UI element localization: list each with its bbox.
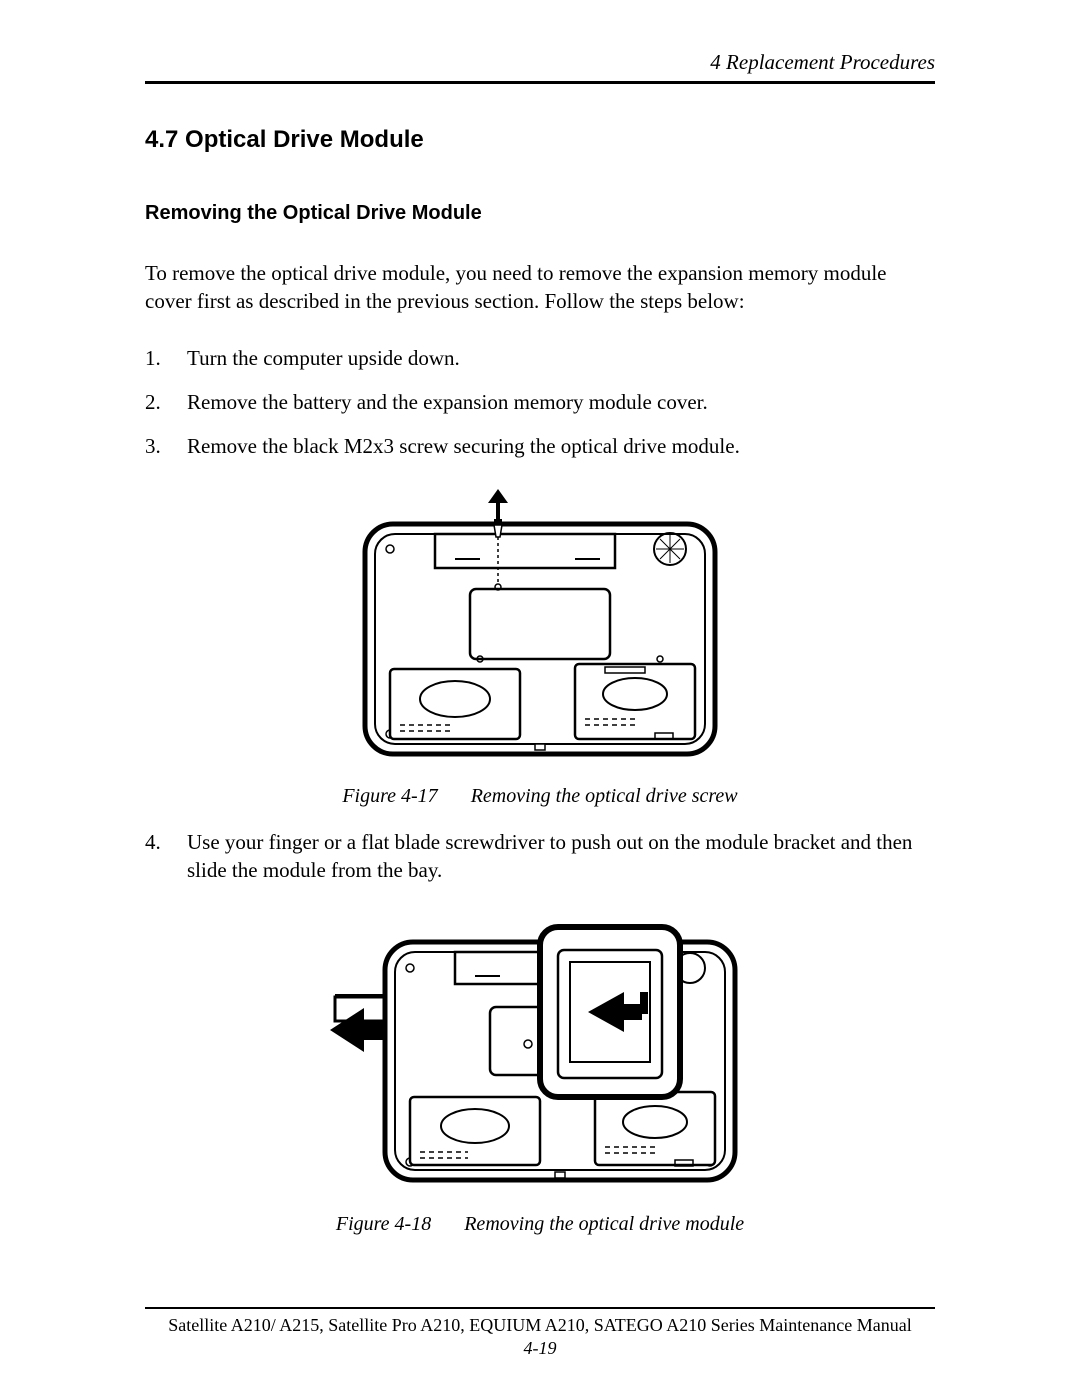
page-number: 4-19	[145, 1338, 935, 1359]
steps-list-a: Turn the computer upside down. Remove th…	[145, 344, 935, 461]
figure-4-18: Figure 4-18 Removing the optical drive m…	[145, 912, 935, 1236]
figure-caption-text: Removing the optical drive module	[464, 1213, 744, 1235]
page-header: 4 Replacement Procedures	[145, 50, 935, 84]
section-title-text: Optical Drive Module	[185, 126, 424, 153]
figure-4-17: Figure 4-17 Removing the optical drive s…	[145, 489, 935, 808]
section-heading: 4.7 Optical Drive Module	[145, 126, 935, 154]
figure-caption: Figure 4-18 Removing the optical drive m…	[145, 1213, 935, 1236]
steps-list-b: Use your finger or a flat blade screwdri…	[145, 828, 935, 885]
manual-title: Satellite A210/ A215, Satellite Pro A210…	[145, 1315, 935, 1336]
step-item: Use your finger or a flat blade screwdri…	[145, 828, 935, 885]
section-number: 4.7	[145, 126, 178, 153]
laptop-bottom-slide-icon	[330, 912, 750, 1192]
subsection-heading: Removing the Optical Drive Module	[145, 202, 935, 225]
figure-caption: Figure 4-17 Removing the optical drive s…	[145, 785, 935, 808]
laptop-bottom-screw-icon	[350, 489, 730, 764]
page-footer: Satellite A210/ A215, Satellite Pro A210…	[145, 1307, 935, 1359]
step-item: Remove the battery and the expansion mem…	[145, 388, 935, 416]
figure-label: Figure 4-18	[336, 1213, 431, 1235]
intro-paragraph: To remove the optical drive module, you …	[145, 259, 935, 316]
figure-caption-text: Removing the optical drive screw	[471, 785, 738, 807]
step-item: Remove the black M2x3 screw securing the…	[145, 432, 935, 460]
chapter-label: 4 Replacement Procedures	[710, 50, 935, 74]
step-item: Turn the computer upside down.	[145, 344, 935, 372]
figure-label: Figure 4-17	[342, 785, 437, 807]
